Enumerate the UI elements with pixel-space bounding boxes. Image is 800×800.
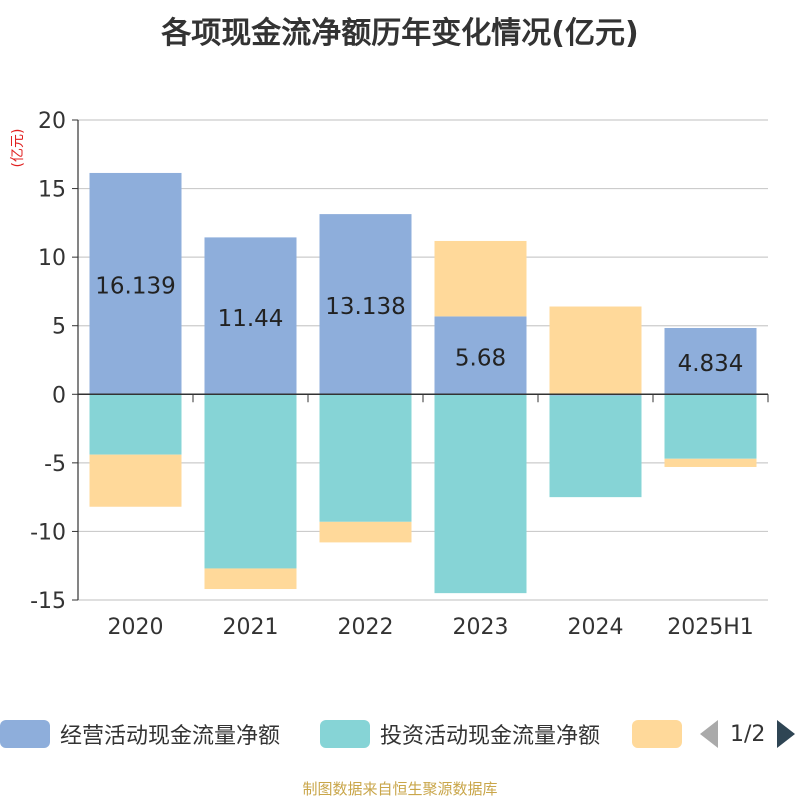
bar-3-0[interactable] <box>434 316 527 395</box>
x-tick-label: 2023 <box>453 615 509 640</box>
bar-1-1[interactable] <box>204 394 297 569</box>
bar-5-0[interactable] <box>664 327 757 395</box>
x-tick-label: 2020 <box>108 615 164 640</box>
bar-5-2[interactable] <box>664 458 757 467</box>
x-tick-label: 2024 <box>568 615 624 640</box>
bar-5-1[interactable] <box>664 394 757 459</box>
grid-lines <box>78 119 768 601</box>
bar-2-0[interactable] <box>319 214 412 395</box>
legend-pager: 1/2 <box>700 716 796 752</box>
bar-4-2[interactable] <box>549 306 642 395</box>
bar-0-2[interactable] <box>89 454 182 507</box>
legend-label-operating: 经营活动现金流量净额 <box>60 724 281 749</box>
data-labels: 16.139 11.44 13.138 5.68 4.834 <box>95 274 743 378</box>
legend-item-operating[interactable]: 经营活动现金流量净额 <box>0 716 280 752</box>
bar-value-label: 11.44 <box>218 306 284 332</box>
axes: 20 15 10 5 0 -5 -10 -15 2020 2021 2022 2023 2024 2025… <box>30 109 769 640</box>
bar-2-1[interactable] <box>319 394 412 522</box>
pager-text: 1/2 <box>730 721 766 747</box>
legend-label-investing: 投资活动现金流量净额 <box>380 724 601 749</box>
bar-4-1[interactable] <box>549 395 642 498</box>
bar-value-label: 16.139 <box>95 274 175 300</box>
bar-3-2[interactable] <box>434 240 527 317</box>
footer-source: 制图数据来自恒生聚源数据库 <box>302 780 498 798</box>
chart-plot: 20 15 10 5 0 -5 -10 -15 2020 2021 2022 2023 2024 2025… <box>10 109 769 640</box>
bar-value-label: 5.68 <box>455 345 506 371</box>
y-tick-label: 20 <box>38 109 66 134</box>
y-tick-label: 5 <box>52 315 66 340</box>
y-tick-label: -10 <box>30 520 66 545</box>
pager-prev-icon[interactable] <box>700 720 718 748</box>
legend-swatch-financing <box>632 720 682 748</box>
x-tick-label: 2021 <box>223 615 279 640</box>
y-tick-label: 15 <box>38 178 66 203</box>
bar-0-0[interactable] <box>89 172 182 395</box>
bar-value-label: 13.138 <box>325 294 405 320</box>
legend-swatch-operating <box>0 720 50 748</box>
bar-2-2[interactable] <box>319 521 412 543</box>
y-tick-label: -15 <box>30 589 66 614</box>
legend-item-financing[interactable] <box>632 716 682 752</box>
bar-value-label: 4.834 <box>678 351 744 377</box>
legend: 经营活动现金流量净额 投资活动现金流量净额 1/2 <box>0 716 800 756</box>
chart-title: 各项现金流净额历年变化情况(亿元) <box>161 16 639 51</box>
y-tick-label: 0 <box>52 383 66 408</box>
bars <box>89 172 757 594</box>
pager-next-icon[interactable] <box>777 720 796 748</box>
y-tick-label: 10 <box>38 246 66 271</box>
x-tick-label: 2025H1 <box>667 615 754 640</box>
y-tick-label: -5 <box>44 452 66 477</box>
bar-1-2[interactable] <box>204 568 297 590</box>
y-axis-unit: (亿元) <box>10 129 26 168</box>
x-tick-label: 2022 <box>338 615 394 640</box>
bar-3-1[interactable] <box>434 394 527 594</box>
legend-item-investing[interactable]: 投资活动现金流量净额 <box>320 716 600 752</box>
bar-1-0[interactable] <box>204 237 297 395</box>
bar-0-1[interactable] <box>89 394 182 455</box>
legend-swatch-investing <box>320 720 370 748</box>
